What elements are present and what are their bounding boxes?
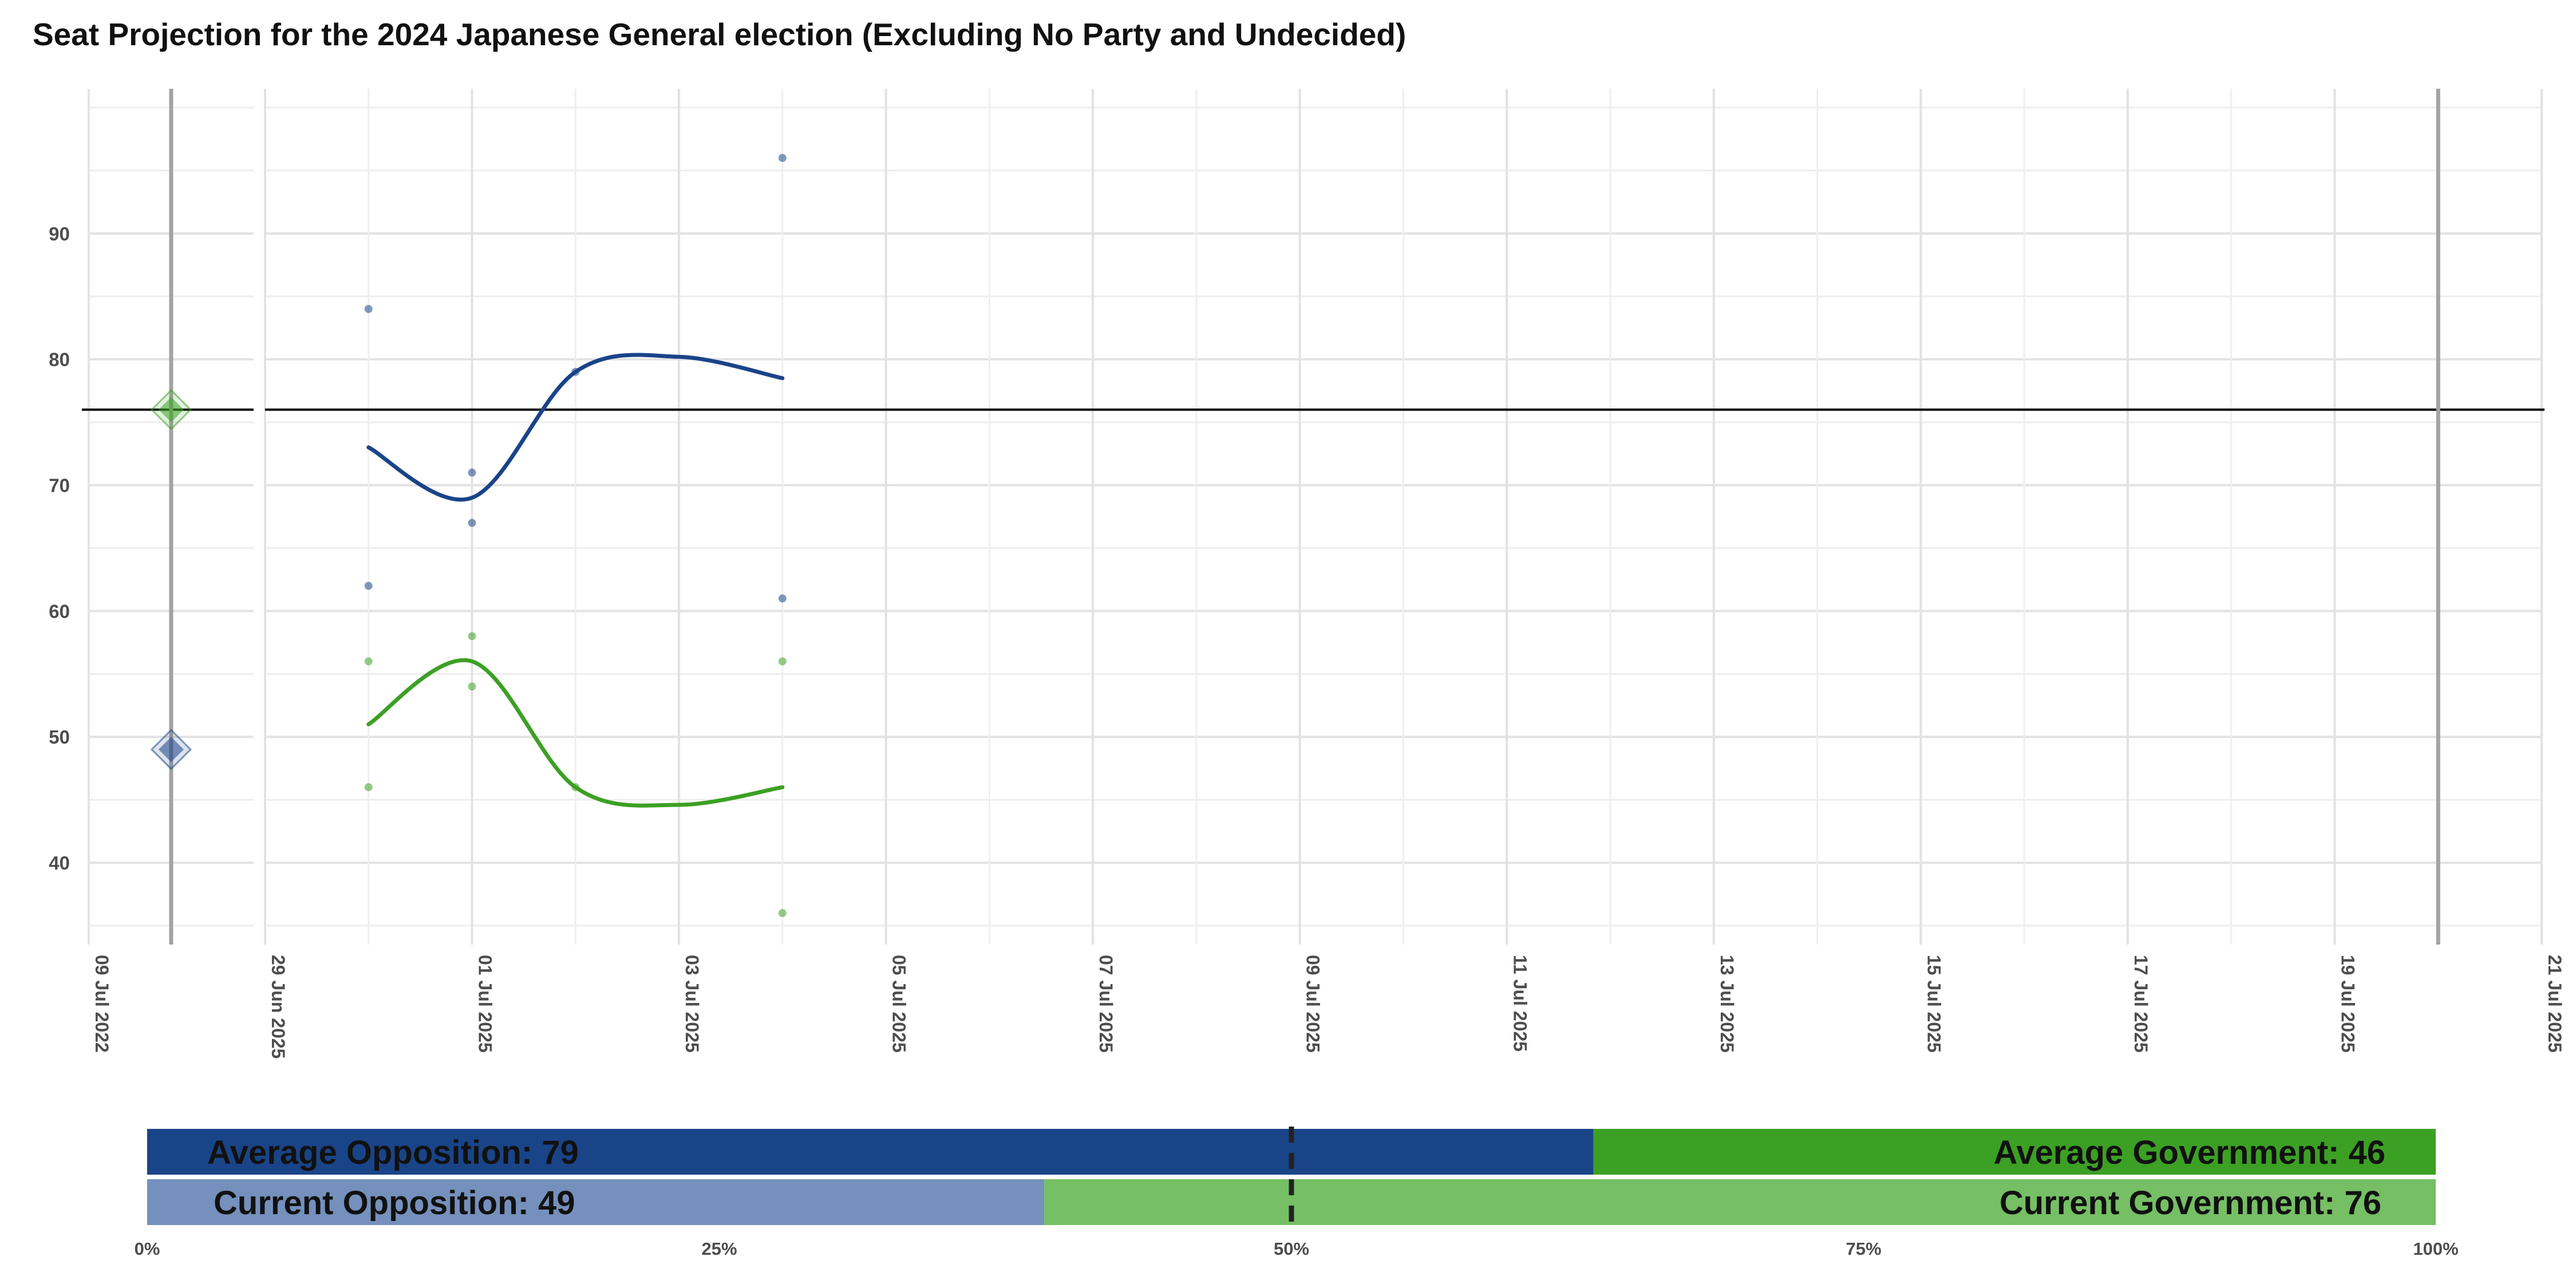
y-tick-label: 60	[49, 600, 70, 622]
y-tick-label: 90	[49, 223, 70, 244]
bar-axis-tick-label: 75%	[1846, 1239, 1881, 1259]
chart-title: Seat Projection for the 2024 Japanese Ge…	[33, 17, 1406, 52]
x-tick-label: 01 Jul 2025	[475, 955, 496, 1053]
bar-label-current-opposition: Current Opposition: 49	[214, 1184, 575, 1222]
poll-points-layer	[364, 153, 787, 918]
government-poll-point	[468, 682, 476, 691]
opposition-poll-point	[364, 582, 373, 590]
y-tick-label: 70	[49, 475, 70, 496]
government-poll-point	[364, 783, 373, 792]
bar-axis-tick-label: 25%	[701, 1239, 737, 1259]
opposition-trend-line	[366, 353, 785, 502]
bar-axis-tick-label: 50%	[1274, 1239, 1309, 1259]
y-tick-labels: 40 50 60 70 80 90	[49, 223, 70, 874]
x-tick-label: 09 Jul 2022	[92, 955, 112, 1053]
x-tick-label: 09 Jul 2025	[1303, 955, 1323, 1053]
bar-label-average-government: Average Government: 46	[1994, 1134, 2385, 1171]
reference-lines-layer	[82, 89, 2545, 945]
bar-segment-average-government	[1593, 1129, 2436, 1175]
x-tick-label: 17 Jul 2025	[2131, 955, 2151, 1053]
government-last-election-marker	[159, 397, 184, 422]
x-tick-label: 15 Jul 2025	[1923, 955, 1944, 1053]
opposition-poll-point	[571, 368, 580, 376]
opposition-poll-point	[468, 519, 476, 527]
x-tick-label: 11 Jul 2025	[1510, 955, 1530, 1052]
x-tick-label: 19 Jul 2025	[2337, 955, 2358, 1053]
seat-share-bars: Average Opposition: 79 Average Government…	[147, 1127, 2436, 1228]
x-tick-label: 03 Jul 2025	[682, 955, 702, 1053]
government-poll-point	[778, 657, 787, 666]
trend-lines-layer	[366, 353, 785, 808]
y-tick-label: 40	[49, 852, 70, 874]
opposition-poll-point	[778, 594, 787, 603]
x-tick-label: 21 Jul 2025	[2545, 955, 2565, 1053]
opposition-poll-point	[468, 468, 476, 477]
x-tick-label: 29 Jun 2025	[268, 955, 289, 1058]
government-trend-line	[366, 658, 785, 808]
opposition-poll-point	[364, 305, 373, 313]
bar-axis-tick-label: 100%	[2413, 1239, 2458, 1259]
x-tick-label: 07 Jul 2025	[1096, 955, 1116, 1053]
government-poll-point	[778, 909, 787, 918]
x-tick-labels: 09 Jul 2022 29 Jun 2025 01 Jul 2025 03 Jul …	[92, 955, 2565, 1058]
y-tick-label: 80	[49, 349, 70, 370]
grid-layer	[88, 89, 2543, 945]
bar-axis-tick-label: 0%	[135, 1239, 160, 1259]
last-election-markers-layer	[150, 389, 192, 771]
y-tick-label: 50	[49, 726, 70, 748]
bar-segment-average-opposition	[147, 1129, 1594, 1175]
government-poll-point	[571, 783, 580, 792]
government-poll-point	[364, 657, 373, 666]
x-tick-label: 05 Jul 2025	[889, 955, 910, 1053]
bar-segment-current-opposition	[147, 1179, 1045, 1225]
bar-segment-current-government	[1044, 1179, 2436, 1225]
government-poll-point	[468, 632, 476, 641]
bar-label-current-government: Current Government: 76	[2000, 1184, 2381, 1222]
opposition-last-election-marker	[159, 737, 184, 762]
bar-axis-tick-labels: 0% 25% 50% 75% 100%	[135, 1239, 2459, 1259]
opposition-poll-point	[778, 153, 787, 162]
x-tick-label: 13 Jul 2025	[1717, 955, 1737, 1053]
bar-label-average-opposition: Average Opposition: 79	[207, 1134, 579, 1171]
